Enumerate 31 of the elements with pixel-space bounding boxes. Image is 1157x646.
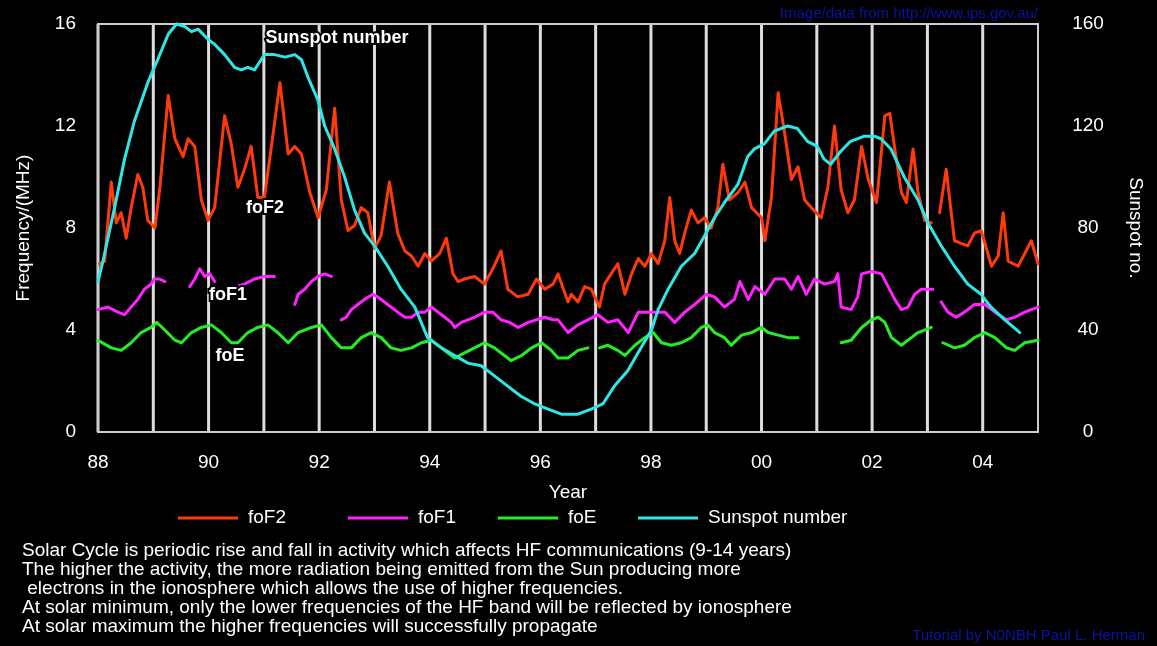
line-series (96, 22, 1022, 416)
x-tick-label: 90 (198, 451, 220, 472)
x-tick-label: 00 (750, 451, 773, 472)
y2-tick-label: 40 (1077, 318, 1099, 340)
text: Tutorial by N0NBH Paul L. Herman (912, 626, 1145, 643)
y2-axis-title: Sunspot no. (1125, 177, 1147, 279)
y-tick-label: 8 (65, 216, 76, 238)
y-tick-label: 4 (65, 318, 77, 340)
x-axis-title: Year (548, 481, 588, 502)
text: Solar Cycle is periodic rise and fall in activity which affects HF communications (9-14 years) (22, 539, 792, 560)
y2-tick-label: 0 (1082, 420, 1094, 442)
chart-subtitle: Image/data from http://www.ips.gov.au/ (779, 4, 1039, 21)
legend-label: Sunspot number (708, 506, 849, 528)
x-tick-label: 92 (308, 451, 330, 472)
y-tick-label: 16 (54, 12, 76, 34)
x-tick-label: 02 (861, 451, 883, 472)
x-tick-label: 98 (640, 451, 662, 472)
y-tick-label: 0 (65, 420, 76, 442)
y2-tick-label: 120 (1072, 114, 1104, 136)
legend-label: foF1 (418, 506, 457, 528)
legend-label: foF2 (248, 506, 287, 528)
legend-label: foE (568, 506, 597, 528)
y2-tick-label: 80 (1077, 216, 1099, 238)
x-tick-label: 94 (419, 451, 441, 472)
text: foE (215, 344, 245, 365)
x-tick-label: 96 (529, 451, 551, 472)
x-tick-label: 88 (87, 451, 109, 472)
x-tick-label: 04 (972, 451, 994, 472)
y-tick-label: 12 (54, 114, 76, 136)
y2-tick-label: 160 (1072, 12, 1104, 34)
y-axis-title: Frequency/(MHz) (12, 154, 34, 302)
